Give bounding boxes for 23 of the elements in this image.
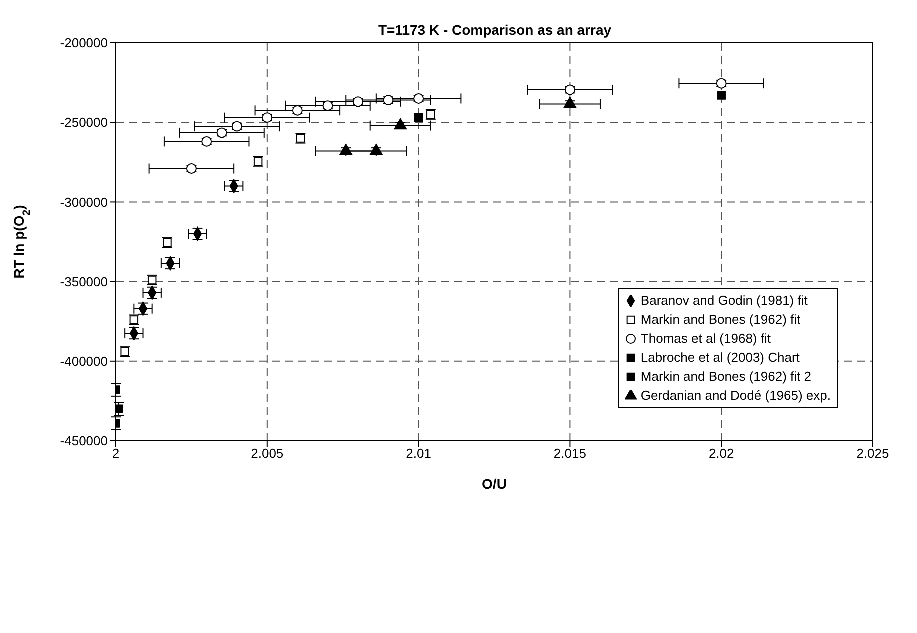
- point: [202, 136, 212, 147]
- y-tick-label: -400000: [60, 354, 108, 370]
- y-tick-label: -250000: [60, 115, 108, 130]
- legend-label: Labroche et al (2003) Chart: [640, 349, 800, 367]
- legend-label: Gerdanian and Dodé (1965) exp.: [640, 387, 831, 405]
- x-axis-title: O/U: [482, 476, 507, 492]
- x-tick-label: 2.025: [856, 446, 890, 462]
- y-tick-label: -300000: [60, 194, 108, 210]
- y-tick-label: -350000: [60, 274, 108, 290]
- legend-label: Markin and Bones (1962) fit 2: [640, 368, 812, 386]
- x-tick-label: 2.015: [554, 446, 586, 462]
- x-tick-label: 2.02: [708, 446, 734, 462]
- legend-label: Markin and Bones (1962) fit: [640, 311, 801, 329]
- legend-label: Thomas et al (1968) fit: [640, 330, 771, 348]
- x-tick-label: 2.005: [251, 446, 284, 462]
- y-tick-label: -200000: [60, 36, 108, 51]
- y-tick-label: -450000: [60, 434, 108, 449]
- chart-title: T=1173 K - Comparison as an array: [377, 22, 613, 38]
- point: [717, 91, 726, 100]
- legend-label: Baranov and Godin (1981) fit: [640, 292, 808, 310]
- x-tick-label: 2: [112, 446, 120, 462]
- point: [414, 113, 424, 122]
- x-tick-label: 2.01: [406, 446, 432, 462]
